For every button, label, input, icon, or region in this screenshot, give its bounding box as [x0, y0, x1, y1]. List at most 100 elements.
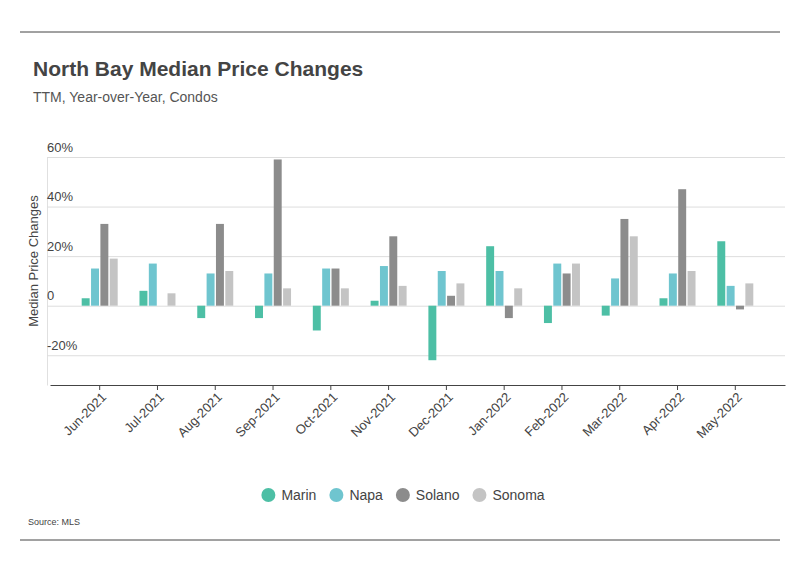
y-tick: 40%: [47, 189, 785, 207]
legend-label: Marin: [281, 487, 316, 503]
x-tick-mark: [619, 385, 620, 390]
y-tick-label: -20%: [47, 338, 78, 353]
bar: [611, 278, 619, 305]
bar: [745, 283, 753, 305]
y-tick-label: 60%: [47, 140, 73, 155]
x-tick-label: Jun-2021: [60, 390, 109, 439]
x-tick-mark: [677, 385, 678, 390]
legend-item: Napa: [329, 487, 383, 503]
bar: [669, 273, 677, 305]
bar: [216, 224, 224, 306]
x-tick: Dec-2021: [406, 385, 456, 440]
x-tick-mark: [735, 385, 736, 390]
bar: [572, 264, 580, 306]
x-axis-line: [51, 385, 786, 386]
legend-swatch: [396, 488, 410, 502]
grid-line: [47, 157, 785, 158]
x-tick-label: May-2022: [693, 390, 744, 441]
legend-label: Solano: [416, 487, 460, 503]
bar: [563, 273, 571, 305]
bar: [678, 189, 686, 305]
bar: [91, 269, 99, 306]
bar: [660, 298, 668, 305]
grid-line: [47, 207, 785, 208]
x-tick: Jun-2021: [60, 385, 109, 438]
bar: [82, 298, 90, 305]
x-tick-mark: [273, 385, 274, 390]
x-tick: Sep-2021: [232, 385, 282, 440]
chart: North Bay Median Price Changes TTM, Year-…: [0, 0, 799, 575]
x-tick-label: Jul-2021: [121, 390, 167, 436]
x-tick-label: Aug-2021: [174, 390, 224, 440]
x-tick: Apr-2022: [639, 385, 687, 438]
bar: [322, 269, 330, 306]
subtitle: TTM, Year-over-Year, Condos: [33, 89, 218, 105]
bar: [110, 259, 118, 306]
x-tick-mark: [388, 385, 389, 390]
bar: [168, 293, 176, 305]
x-tick: Mar-2022: [579, 385, 629, 439]
grid-line: [47, 306, 785, 307]
bar: [283, 288, 291, 305]
bar: [313, 306, 321, 331]
bar: [447, 296, 455, 306]
bar: [496, 271, 504, 306]
legend-item: Marin: [261, 487, 316, 503]
x-tick-mark: [561, 385, 562, 390]
x-tick: Feb-2022: [522, 385, 572, 439]
bar: [736, 306, 744, 310]
bar: [428, 306, 436, 361]
series-2: [100, 159, 744, 318]
y-tick: -20%: [47, 338, 785, 356]
x-tick-mark: [157, 385, 158, 390]
bar: [505, 306, 513, 318]
x-tick-label: Jan-2022: [465, 390, 514, 439]
bar: [149, 264, 157, 306]
bar: [456, 283, 464, 305]
series-1: [91, 264, 735, 306]
x-tick-mark: [215, 385, 216, 390]
bar: [341, 288, 349, 305]
y-axis-title: Median Price Changes: [26, 195, 41, 327]
bar: [225, 271, 233, 306]
top-rule: [20, 32, 780, 33]
bar: [717, 241, 725, 305]
y-axis: -20%020%40%60%: [47, 140, 785, 386]
x-tick-mark: [330, 385, 331, 390]
x-tick-mark: [446, 385, 447, 390]
bar: [197, 306, 205, 318]
bar: [620, 219, 628, 306]
x-tick-label: Feb-2022: [522, 390, 572, 440]
legend-swatch: [261, 488, 275, 502]
x-tick: Aug-2021: [174, 385, 224, 440]
bar: [255, 306, 263, 318]
title: North Bay Median Price Changes: [33, 57, 363, 80]
y-tick: 20%: [47, 239, 785, 257]
series-3: [110, 236, 754, 305]
bar: [380, 266, 388, 306]
bar: [553, 264, 561, 306]
legend-swatch: [329, 488, 343, 502]
bar: [264, 273, 272, 305]
bar: [688, 271, 696, 306]
legend-swatch: [472, 488, 486, 502]
bar: [399, 286, 407, 306]
x-tick-label: Sep-2021: [232, 390, 282, 440]
bar: [332, 269, 340, 306]
legend-label: Napa: [349, 487, 383, 503]
x-tick: Jan-2022: [465, 385, 514, 438]
grid-line: [47, 256, 785, 257]
x-tick-label: Oct-2021: [292, 390, 340, 438]
bar: [544, 306, 552, 323]
bottom-rule: [20, 540, 780, 541]
grid-line: [47, 355, 785, 356]
x-tick-mark: [504, 385, 505, 390]
y-tick-label: 40%: [47, 189, 73, 204]
legend-item: Solano: [396, 487, 460, 503]
bar: [602, 306, 610, 316]
bar: [100, 224, 108, 306]
bar: [486, 246, 494, 305]
legend-label: Sonoma: [492, 487, 544, 503]
bar: [389, 236, 397, 305]
x-axis: Jun-2021 Jul-2021Aug-2021Sep-2021Oct-2021…: [51, 385, 786, 441]
